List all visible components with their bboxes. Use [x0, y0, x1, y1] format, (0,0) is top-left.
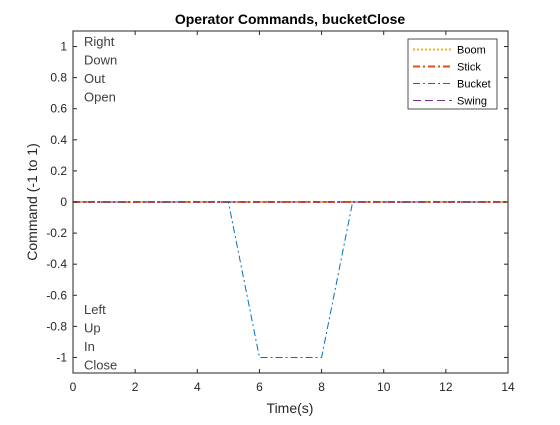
- y-axis-label: Command (-1 to 1): [24, 143, 40, 260]
- x-tick-label: 14: [501, 380, 515, 394]
- annotation-positive-open: Open: [84, 90, 116, 105]
- annotation-positive-out: Out: [84, 71, 105, 86]
- y-tick-label: -0.4: [46, 257, 67, 271]
- legend-label-boom: Boom: [457, 45, 486, 57]
- legend-label-bucket: Bucket: [457, 79, 491, 91]
- y-tick-label: 0.2: [50, 164, 67, 178]
- y-tick-label: 0.6: [50, 102, 67, 116]
- series-layer: [73, 201, 508, 358]
- legend-label-stick: Stick: [457, 62, 481, 74]
- annotation-negative-up: Up: [84, 321, 101, 336]
- y-tick-label: 1: [60, 40, 67, 54]
- chart-title: Operator Commands, bucketClose: [175, 11, 405, 27]
- x-tick-label: 6: [256, 380, 263, 394]
- ticks-layer: 0 2 4 6 8 10 12 14 -1 -0.8 -0.6 -0.4 -0.2 0 0.2 0.4 0.6 0…: [46, 31, 515, 394]
- y-tick-label: -0.8: [46, 319, 67, 333]
- y-tick-label: -1: [56, 350, 67, 364]
- x-tick-label: 8: [318, 380, 325, 394]
- y-tick-label: 0: [60, 195, 67, 209]
- legend-box: [407, 38, 498, 110]
- x-tick-label: 12: [439, 380, 453, 394]
- annotation-negative-in: In: [84, 339, 95, 354]
- annotation-layer: Right Down Out Open Left Up In Close: [84, 34, 117, 373]
- x-tick-label: 10: [377, 380, 391, 394]
- series-line-bucket: [73, 201, 508, 358]
- x-tick-label: 4: [194, 380, 201, 394]
- y-tick-label: -0.6: [46, 288, 67, 302]
- x-tick-label: 2: [132, 380, 139, 394]
- x-axis-label: Time(s): [267, 400, 314, 416]
- legend-label-swing: Swing: [457, 96, 487, 108]
- annotation-positive-right: Right: [84, 34, 115, 49]
- y-tick-label: 0.4: [50, 133, 67, 147]
- annotation-negative-close: Close: [84, 358, 117, 373]
- legend: Boom Stick Bucket Swing: [407, 38, 498, 110]
- annotation-positive-down: Down: [84, 53, 117, 68]
- x-tick-label: 0: [70, 380, 77, 394]
- annotation-negative-left: Left: [84, 302, 106, 317]
- y-tick-label: 0.8: [50, 71, 67, 85]
- y-tick-label: -0.2: [46, 226, 67, 240]
